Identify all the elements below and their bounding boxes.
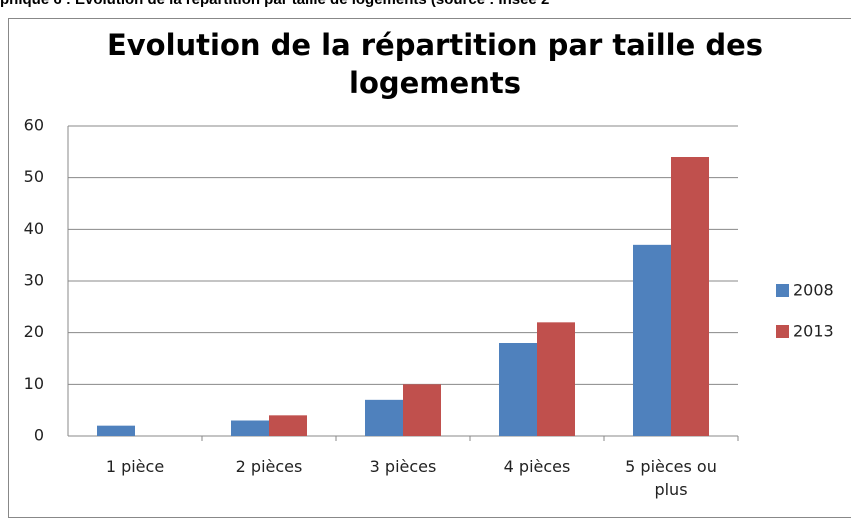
bar xyxy=(365,399,403,436)
bar xyxy=(537,322,575,436)
x-tick-label: 5 pièces ou plus xyxy=(625,457,717,499)
bar xyxy=(403,384,441,436)
chart-title: Evolution de la répartition par taille d… xyxy=(106,28,764,100)
bar xyxy=(499,343,537,436)
caption: phique 6 : Evolution de la répartition p… xyxy=(0,0,851,8)
y-tick-label: 40 xyxy=(24,219,44,238)
y-tick-label: 20 xyxy=(24,322,44,341)
legend-swatch xyxy=(776,284,789,297)
y-tick-label: 60 xyxy=(24,116,44,135)
y-tick-label: 10 xyxy=(24,374,44,393)
y-tick-label: 0 xyxy=(34,426,44,445)
x-tick-label: 2 pièces xyxy=(235,457,303,476)
bar xyxy=(671,157,709,436)
bar xyxy=(269,415,307,436)
legend-swatch xyxy=(776,325,789,338)
bar xyxy=(97,425,135,436)
legend-label: 2008 xyxy=(793,281,834,300)
x-tick-label: 1 pièce xyxy=(105,457,165,476)
x-tick-label: 3 pièces xyxy=(369,457,437,476)
y-tick-label: 50 xyxy=(24,167,44,186)
legend-label: 2013 xyxy=(793,322,834,341)
y-tick-label: 30 xyxy=(24,271,44,290)
bar xyxy=(231,420,269,436)
bar xyxy=(633,244,671,436)
x-tick-label: 4 pièces xyxy=(503,457,571,476)
